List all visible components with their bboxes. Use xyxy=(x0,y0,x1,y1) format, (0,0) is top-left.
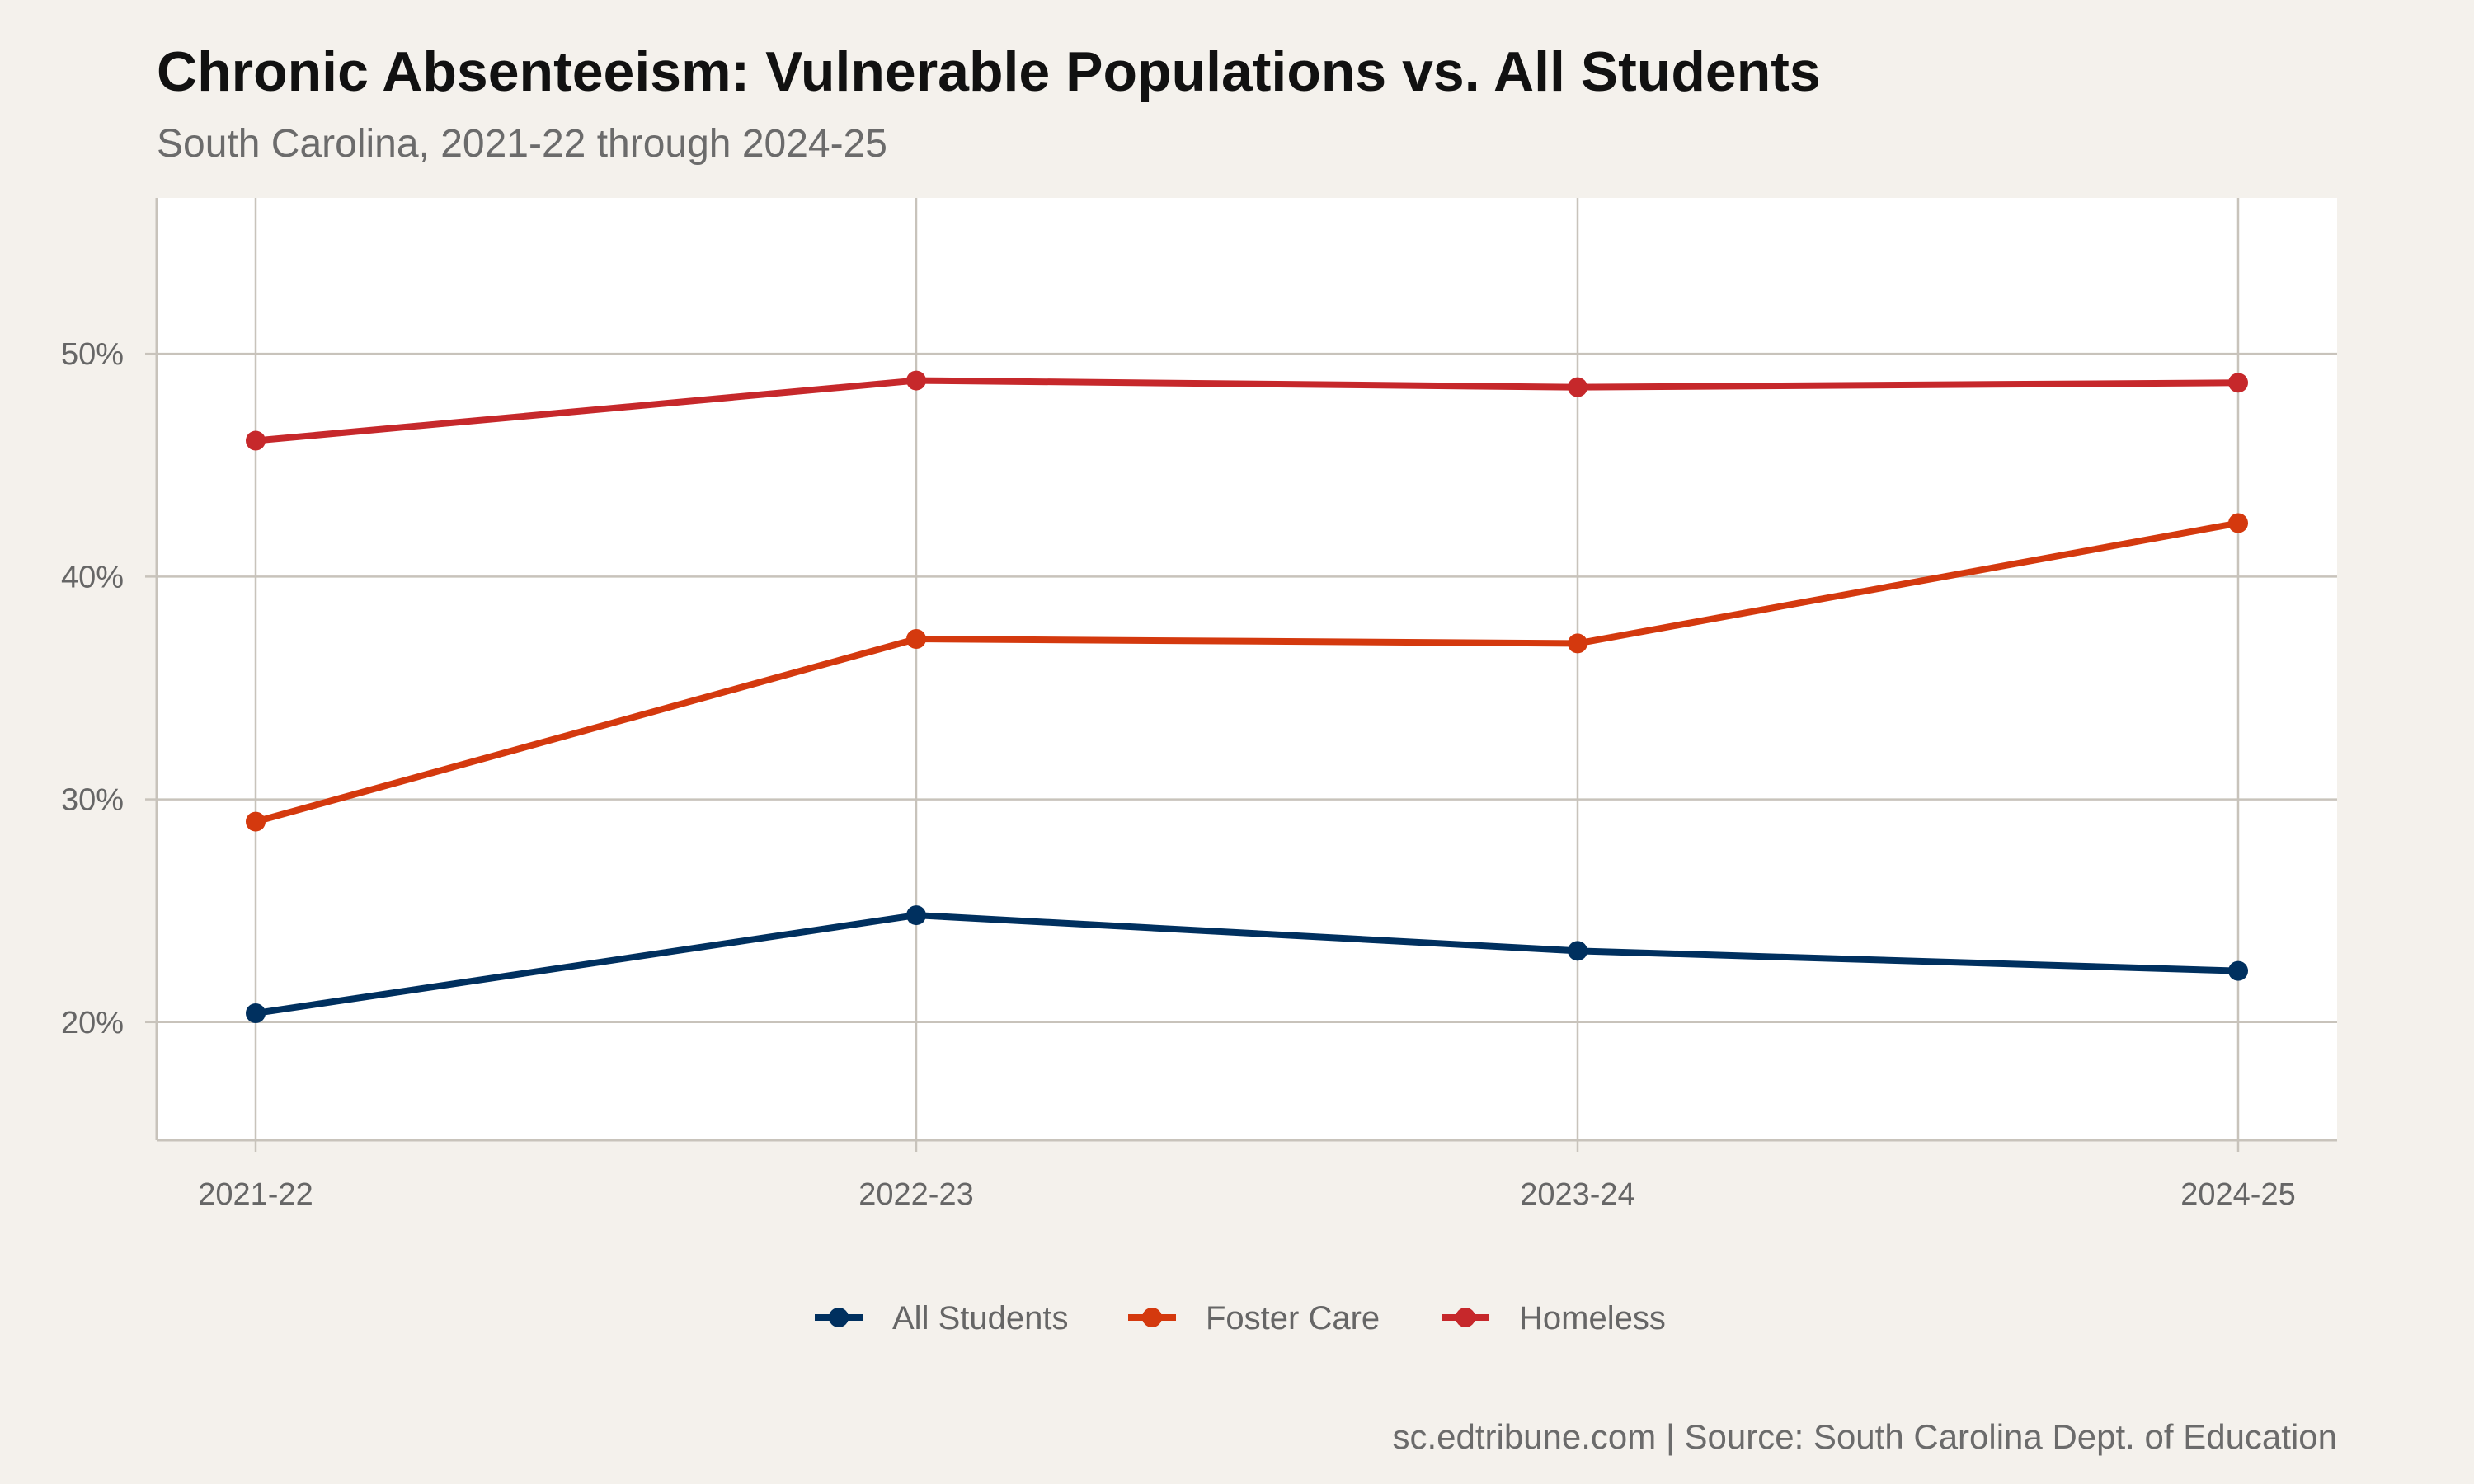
x-tick-label: 2022-23 xyxy=(858,1177,973,1212)
x-tick-label: 2024-25 xyxy=(2180,1177,2295,1212)
x-tick-label: 2021-22 xyxy=(198,1177,313,1212)
chart-caption: sc.edtribune.com | Source: South Carolin… xyxy=(1392,1417,2337,1456)
legend-key-point xyxy=(1142,1308,1162,1327)
legend-key-point xyxy=(1456,1308,1475,1327)
point-all-students xyxy=(906,905,926,926)
x-tick-label: 2023-24 xyxy=(1520,1177,1634,1212)
series-layer xyxy=(246,370,2248,1023)
point-homeless xyxy=(246,430,266,451)
y-tick-label: 20% xyxy=(61,1006,124,1040)
axes: 20% 30% 40% 50% 2021-22 2022-23 2023-24 2024-25 xyxy=(61,198,2337,1212)
point-all-students xyxy=(246,1003,266,1023)
chart-title: Chronic Absenteeism: Vulnerable Populati… xyxy=(157,40,1821,103)
y-tick-label: 30% xyxy=(61,783,124,818)
legend-label: All Students xyxy=(892,1300,1068,1336)
point-foster-care xyxy=(2228,513,2248,533)
chart-subtitle: South Carolina, 2021-22 through 2024-25 xyxy=(157,122,887,166)
line-homeless xyxy=(255,377,2239,444)
point-foster-care xyxy=(246,811,266,832)
point-foster-care xyxy=(1568,633,1587,654)
legend-label: Foster Care xyxy=(1206,1300,1380,1336)
point-all-students xyxy=(1568,941,1587,961)
y-tick-label: 50% xyxy=(61,337,124,372)
grid xyxy=(157,198,2337,1140)
line-foster-care xyxy=(254,519,2239,825)
point-all-students xyxy=(2228,960,2248,981)
line-all-students xyxy=(255,912,2239,1017)
plot-panel xyxy=(157,198,2337,1140)
point-homeless xyxy=(2228,373,2248,393)
legend: All Students Foster Care Homeless xyxy=(815,1300,1666,1336)
point-foster-care xyxy=(906,629,926,650)
legend-label: Homeless xyxy=(1519,1300,1666,1336)
point-homeless xyxy=(906,370,926,391)
legend-key-point xyxy=(829,1308,849,1327)
y-tick-label: 40% xyxy=(61,560,124,594)
point-homeless xyxy=(1568,377,1587,397)
